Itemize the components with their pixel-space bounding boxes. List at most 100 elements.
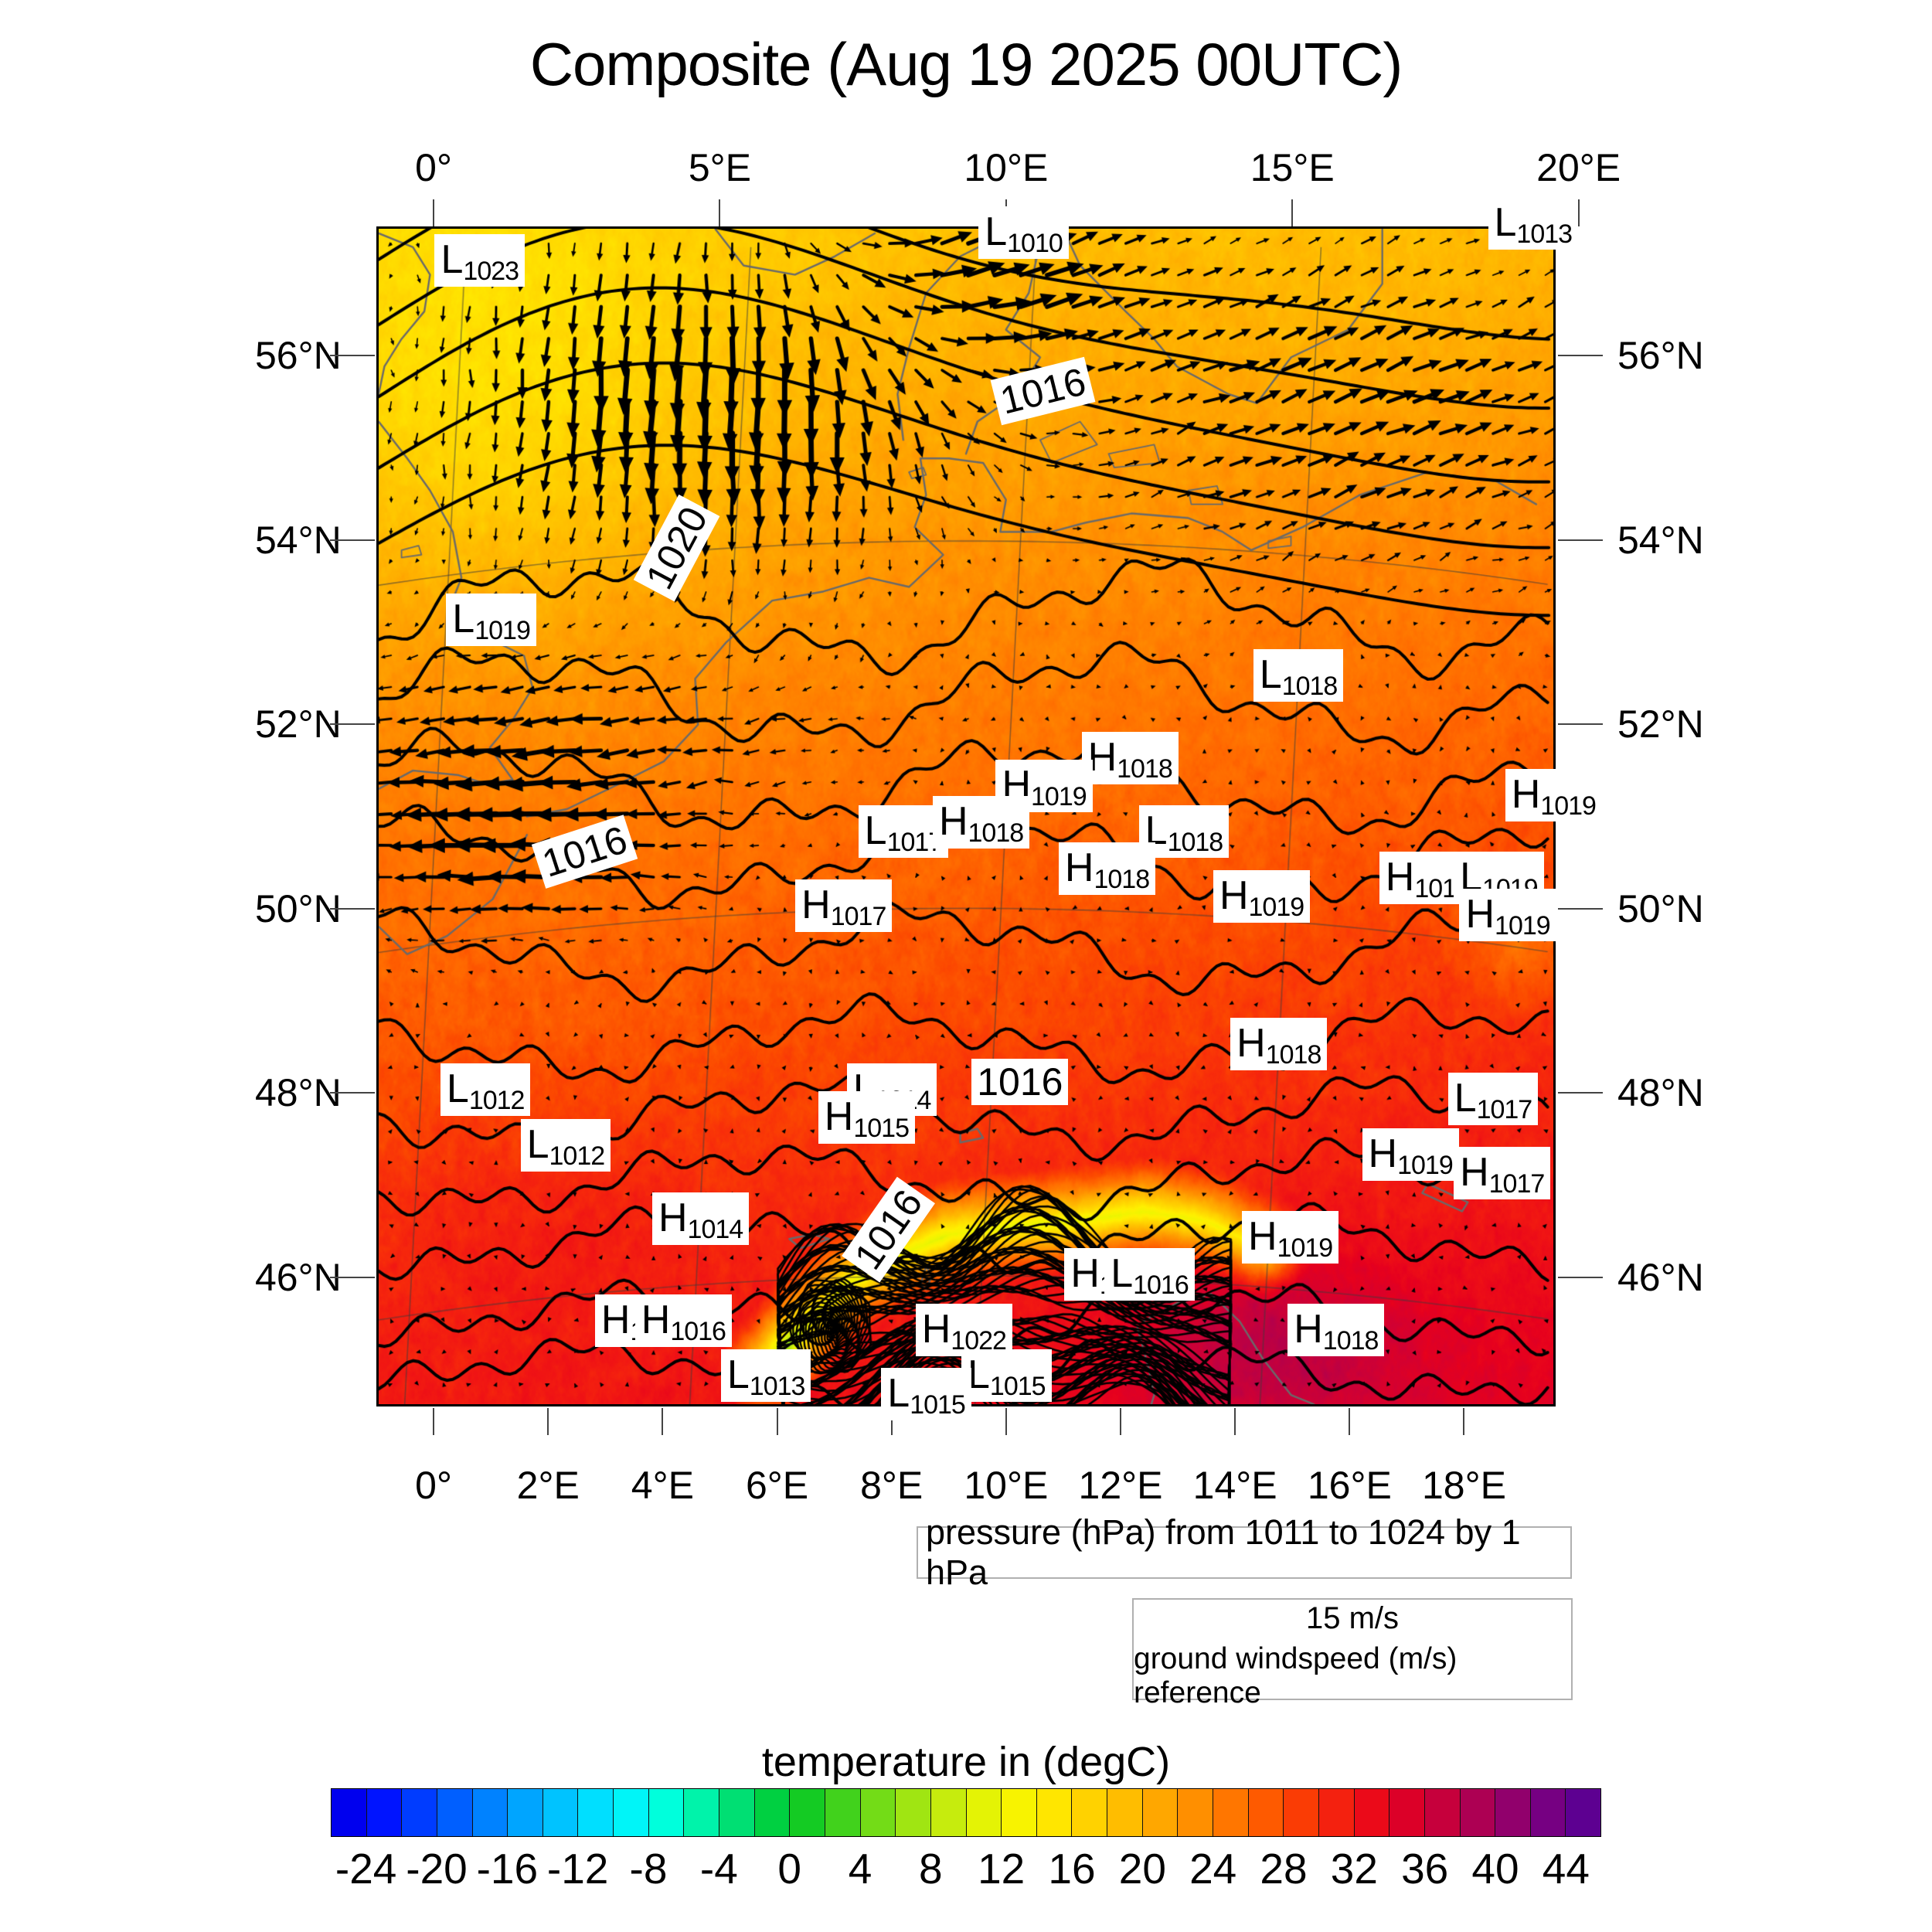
- colorbar-cell: [508, 1789, 543, 1836]
- colorbar-tick-label: 36: [1401, 1845, 1449, 1893]
- axis-tick: [719, 199, 721, 226]
- page-title: Composite (Aug 19 2025 00UTC): [529, 30, 1403, 98]
- colorbar-cell: [472, 1789, 509, 1836]
- lat-label-right: 50°N: [1617, 886, 1704, 930]
- pressure-low-marker: L1018: [1138, 805, 1230, 859]
- pressure-low-marker: L1010: [978, 206, 1069, 259]
- colorbar-cell: [684, 1789, 720, 1836]
- pressure-marker-value: 1019: [1495, 910, 1551, 940]
- axis-tick: [1558, 1276, 1603, 1278]
- colorbar-cell: [648, 1789, 685, 1836]
- pressure-marker-kind: L: [726, 1352, 750, 1398]
- pressure-marker-value: 1017: [830, 901, 887, 931]
- lon-label-bottom: 6°E: [745, 1464, 809, 1507]
- pressure-low-marker: L1012: [520, 1118, 611, 1172]
- colorbar-cell: [1248, 1789, 1284, 1836]
- pressure-low-marker: L1012: [440, 1063, 531, 1117]
- pressure-marker-kind: H: [1385, 855, 1415, 900]
- axis-tick: [330, 539, 375, 541]
- colorbar-tick-label: 4: [848, 1845, 872, 1893]
- pressure-marker-value: 1016: [1133, 1270, 1189, 1300]
- lat-label-left: 52°N: [255, 702, 342, 747]
- pressure-marker-kind: H: [824, 1094, 854, 1140]
- axis-tick: [1234, 1408, 1236, 1435]
- pressure-high-marker: H1018: [1058, 842, 1156, 896]
- pressure-marker-value: 1018: [1265, 1039, 1322, 1070]
- colorbar-cell: [896, 1789, 931, 1836]
- pressure-marker-value: 1018: [1117, 753, 1173, 784]
- pressure-marker-value: 1015: [853, 1114, 910, 1144]
- isobar-label: 1016: [971, 1059, 1069, 1106]
- colorbar-cell: [1460, 1789, 1496, 1836]
- axis-tick: [1349, 1408, 1351, 1435]
- axis-tick: [330, 907, 375, 910]
- pressure-marker-kind: H: [1087, 734, 1117, 780]
- colorbar-tick-label: 12: [978, 1845, 1026, 1893]
- colorbar-cell: [1495, 1789, 1531, 1836]
- pressure-marker-value: 1014: [687, 1215, 744, 1245]
- lon-label-bottom: 10°E: [964, 1464, 1049, 1507]
- axis-tick: [1558, 723, 1603, 726]
- pressure-marker-kind: L: [887, 1371, 910, 1417]
- pressure-marker-value: 1019: [1031, 781, 1087, 811]
- axis-tick: [662, 1408, 664, 1435]
- axis-tick: [1120, 1408, 1121, 1435]
- pressure-marker-value: 1023: [463, 256, 519, 286]
- pressure-high-marker: H1015: [818, 1091, 915, 1145]
- colorbar-cell: [1178, 1789, 1214, 1836]
- pressure-marker-kind: H: [938, 799, 968, 845]
- colorbar-cell: [1036, 1789, 1073, 1836]
- pressure-marker-kind: L: [1259, 651, 1282, 697]
- lat-label-right: 54°N: [1617, 518, 1704, 562]
- colorbar-tick-label: -8: [629, 1845, 668, 1893]
- pressure-high-marker: H1018: [1081, 731, 1179, 784]
- pressure-low-marker: L1015: [881, 1368, 971, 1421]
- pressure-marker-value: 1022: [951, 1325, 1007, 1355]
- pressure-marker-value: 1018: [1167, 828, 1224, 858]
- pressure-high-marker: H1022: [915, 1303, 1012, 1356]
- pressure-low-marker: L1016: [1104, 1247, 1195, 1301]
- pressure-marker-kind: H: [1511, 771, 1541, 817]
- axis-tick: [433, 199, 435, 226]
- colorbar-cell: [402, 1789, 437, 1836]
- pressure-contour-legend: pressure (hPa) from 1011 to 1024 by 1 hP…: [917, 1512, 1572, 1592]
- colorbar-cell: [790, 1789, 825, 1836]
- axis-tick: [330, 1276, 375, 1278]
- lat-label-right: 56°N: [1617, 334, 1704, 378]
- pressure-marker-kind: H: [1247, 1214, 1277, 1260]
- pressure-legend-text: pressure (hPa) from 1011 to 1024 by 1 hP…: [926, 1512, 1521, 1592]
- lon-label-bottom: 18°E: [1421, 1464, 1506, 1507]
- pressure-marker-value: 1018: [1094, 865, 1150, 895]
- lon-label-bottom: 14°E: [1192, 1464, 1277, 1507]
- pressure-marker-value: 1019: [1277, 1233, 1334, 1264]
- pressure-high-marker: H1019: [1505, 768, 1602, 821]
- pressure-marker-kind: L: [1494, 200, 1517, 245]
- lat-label-left: 56°N: [255, 334, 342, 378]
- colorbar-cell: [332, 1789, 367, 1836]
- colorbar-tick-label: 0: [777, 1845, 801, 1893]
- colorbar-tick-label: 24: [1189, 1845, 1237, 1893]
- colorbar-cell: [860, 1789, 896, 1836]
- wind-magnitude-label: 15 m/s: [1305, 1601, 1400, 1635]
- colorbar-tick-label: 8: [919, 1845, 943, 1893]
- pressure-high-marker: H1019: [1241, 1211, 1339, 1264]
- pressure-high-marker: H1017: [795, 879, 893, 932]
- colorbar-tick-label: 32: [1330, 1845, 1378, 1893]
- pressure-marker-value: 1013: [749, 1372, 806, 1402]
- pressure-marker-kind: L: [1454, 1076, 1477, 1121]
- colorbar-tick-label: -20: [406, 1845, 468, 1893]
- axis-tick: [330, 723, 375, 726]
- colorbar-tick-label: -4: [699, 1845, 738, 1893]
- axis-tick: [1558, 1092, 1603, 1094]
- pressure-marker-value: 1016: [670, 1316, 726, 1346]
- colorbar-cell: [754, 1789, 791, 1836]
- colorbar-cell: [1213, 1789, 1249, 1836]
- pressure-marker-kind: H: [1064, 845, 1094, 891]
- colorbar-cell: [366, 1789, 403, 1836]
- colorbar-cell: [1530, 1789, 1566, 1836]
- pressure-marker-value: 1019: [1540, 791, 1597, 821]
- pressure-marker-kind: H: [801, 882, 831, 927]
- axis-tick: [1291, 199, 1294, 226]
- colorbar-cell: [825, 1789, 861, 1836]
